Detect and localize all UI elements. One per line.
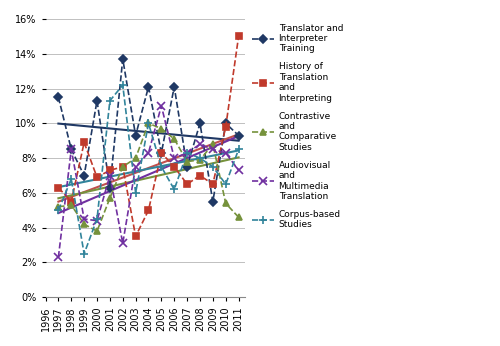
Legend: Translator and
Interpreter
Training, History of
Translation
and
Interpreting, Co: Translator and Interpreter Training, His… — [252, 24, 343, 229]
